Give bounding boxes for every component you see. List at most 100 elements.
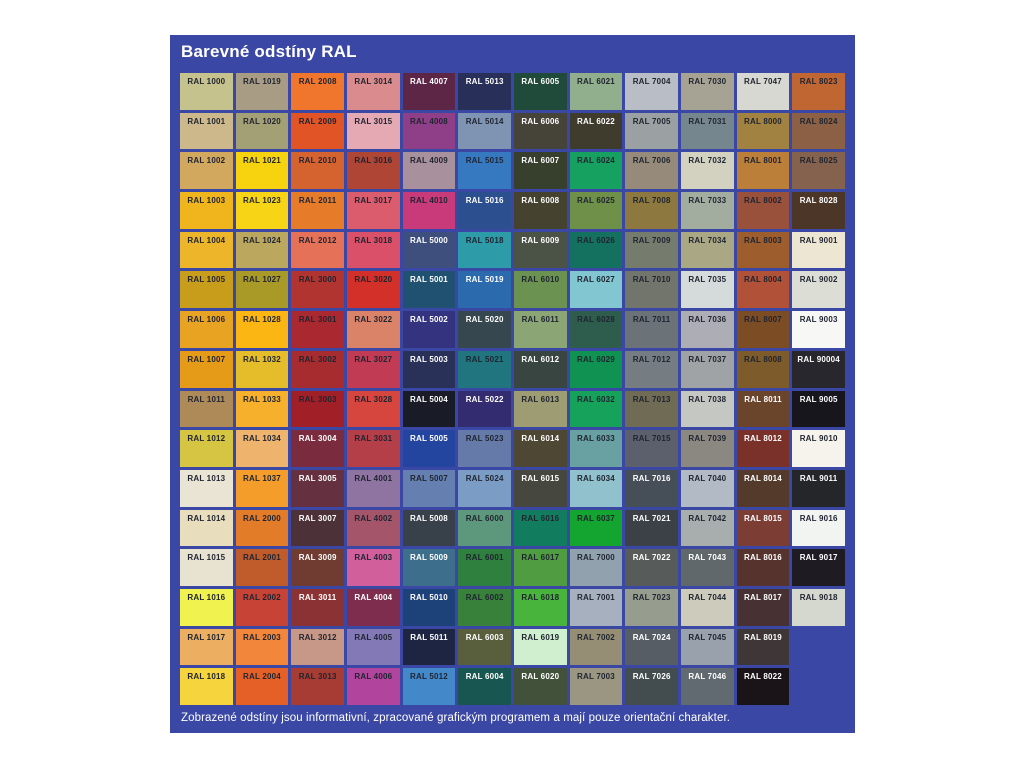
color-swatch: RAL 6006 — [514, 112, 567, 150]
color-swatch: RAL 7046 — [681, 668, 734, 705]
color-swatch: RAL 5012 — [402, 668, 456, 705]
color-swatch: RAL 7012 — [625, 350, 678, 388]
color-swatch: RAL 7039 — [681, 430, 734, 467]
color-swatch: RAL 6001 — [458, 549, 511, 586]
color-swatch: RAL 3000 — [291, 271, 344, 309]
color-swatch: RAL 6017 — [514, 549, 567, 586]
color-swatch: RAL 7002 — [569, 628, 623, 666]
color-swatch: RAL 7023 — [625, 588, 678, 626]
color-swatch: RAL 5004 — [402, 390, 456, 428]
color-swatch: RAL 7031 — [681, 112, 734, 150]
color-swatch: RAL 3007 — [291, 509, 344, 547]
color-swatch: RAL 8014 — [736, 469, 790, 507]
color-swatch: RAL 3014 — [347, 73, 400, 110]
color-swatch: RAL 2011 — [291, 192, 344, 229]
color-swatch: RAL 7009 — [625, 231, 678, 269]
color-swatch: RAL 6018 — [514, 588, 567, 626]
color-swatch: RAL 7044 — [681, 588, 734, 626]
color-swatch: RAL 8007 — [736, 311, 790, 348]
color-swatch: RAL 7034 — [681, 231, 734, 269]
color-swatch: RAL 4008 — [402, 112, 456, 150]
color-swatch: RAL 6016 — [514, 509, 567, 547]
color-swatch: RAL 2003 — [235, 628, 289, 666]
color-swatch: RAL 3004 — [291, 430, 344, 467]
color-swatch: RAL 7000 — [569, 549, 623, 586]
color-swatch: RAL 7038 — [681, 390, 734, 428]
color-swatch: RAL 1016 — [180, 588, 233, 626]
color-swatch: RAL 5018 — [458, 231, 511, 269]
color-swatch: RAL 6034 — [569, 469, 623, 507]
color-swatch: RAL 8003 — [736, 231, 790, 269]
color-swatch: RAL 2004 — [235, 668, 289, 705]
color-swatch: RAL 1021 — [235, 152, 289, 190]
color-swatch: RAL 9011 — [792, 469, 845, 507]
color-swatch: RAL 5000 — [402, 231, 456, 269]
color-swatch: RAL 6026 — [569, 231, 623, 269]
color-swatch: RAL 9017 — [792, 549, 845, 586]
color-swatch: RAL 8016 — [736, 549, 790, 586]
color-swatch: RAL 1014 — [180, 509, 233, 547]
color-swatch: RAL 8002 — [736, 192, 790, 229]
color-swatch: RAL 7047 — [736, 73, 790, 110]
color-swatch: RAL 8000 — [736, 112, 790, 150]
color-swatch: RAL 1023 — [235, 192, 289, 229]
color-swatch: RAL 6028 — [569, 311, 623, 348]
color-swatch: RAL 6015 — [514, 469, 567, 507]
color-swatch: RAL 3031 — [347, 430, 400, 467]
color-swatch: RAL 1032 — [235, 350, 289, 388]
color-swatch: RAL 3002 — [291, 350, 344, 388]
color-swatch: RAL 7042 — [681, 509, 734, 547]
color-swatch: RAL 4007 — [402, 73, 456, 110]
color-swatch: RAL 4001 — [347, 469, 400, 507]
color-swatch: RAL 2009 — [291, 112, 344, 150]
color-swatch: RAL 7030 — [681, 73, 734, 110]
color-swatch: RAL 6019 — [514, 628, 567, 666]
color-swatch: RAL 3020 — [347, 271, 400, 309]
color-swatch: RAL 5010 — [402, 588, 456, 626]
color-swatch: RAL 4002 — [347, 509, 400, 547]
disclaimer-text: Zobrazené odstíny jsou informativní, zpr… — [181, 712, 731, 724]
ral-color-chart-panel: Barevné odstíny RAL RAL 1000 RAL 1001 RAL … — [170, 35, 855, 733]
color-swatch: RAL 1003 — [180, 192, 233, 229]
color-swatch: RAL 8017 — [736, 588, 790, 626]
color-swatch: RAL 6010 — [514, 271, 567, 309]
color-swatch: RAL 6011 — [514, 311, 567, 348]
color-swatch: RAL 4006 — [347, 668, 400, 705]
color-swatch: RAL 5009 — [402, 549, 456, 586]
color-swatch: RAL 4004 — [347, 588, 400, 626]
color-swatch: RAL 9001 — [792, 231, 845, 269]
color-swatch: RAL 6020 — [514, 668, 567, 705]
color-swatch: RAL 7024 — [625, 628, 678, 666]
color-swatch: RAL 1013 — [180, 469, 233, 507]
color-swatch: RAL 1005 — [180, 271, 233, 309]
color-swatch: RAL 5016 — [458, 192, 511, 229]
color-swatch: RAL 1028 — [235, 311, 289, 348]
color-swatch: RAL 1027 — [235, 271, 289, 309]
color-swatch: RAL 1000 — [180, 73, 233, 110]
color-swatch: RAL 5020 — [458, 311, 511, 348]
color-swatch: RAL 1001 — [180, 112, 233, 150]
color-swatch: RAL 8023 — [792, 73, 845, 110]
color-swatch: RAL 7003 — [569, 668, 623, 705]
color-swatch: RAL 8012 — [736, 430, 790, 467]
page-title: Barevné odstíny RAL — [181, 42, 357, 61]
color-swatch: RAL 1011 — [180, 390, 233, 428]
color-swatch: RAL 3011 — [291, 588, 344, 626]
color-swatch: RAL 5005 — [402, 430, 456, 467]
color-swatch: RAL 1007 — [180, 350, 233, 388]
color-swatch: RAL 5022 — [458, 390, 511, 428]
color-swatch: RAL 90004 — [792, 350, 845, 388]
color-swatch: RAL 8011 — [736, 390, 790, 428]
color-swatch: RAL 1034 — [235, 430, 289, 467]
color-swatch: RAL 5008 — [402, 509, 456, 547]
color-swatch: RAL 6013 — [514, 390, 567, 428]
color-swatch: RAL 9005 — [792, 390, 845, 428]
color-swatch: RAL 1004 — [180, 231, 233, 269]
color-swatch: RAL 5011 — [402, 628, 456, 666]
color-swatch: RAL 3016 — [347, 152, 400, 190]
color-swatch: RAL 1018 — [180, 668, 233, 705]
color-swatch: RAL 6004 — [458, 668, 511, 705]
color-swatch: RAL 3022 — [347, 311, 400, 348]
color-swatch: RAL 3012 — [291, 628, 344, 666]
color-swatch: RAL 2001 — [235, 549, 289, 586]
